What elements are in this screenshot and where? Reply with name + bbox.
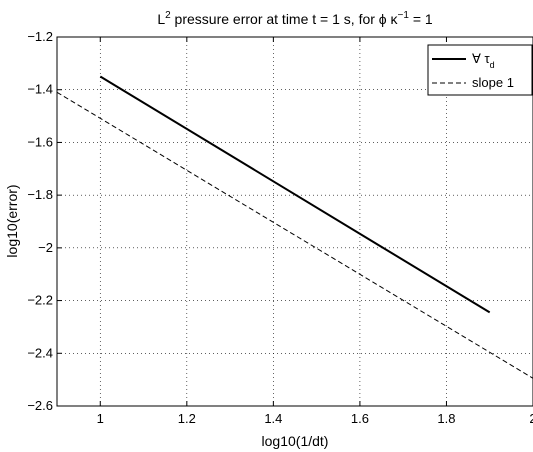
title-superscript-2: −1	[398, 10, 410, 21]
x-tick-label: 1	[97, 411, 104, 426]
chart-title: L2 pressure error at time t = 1 s, for ϕ…	[157, 10, 433, 27]
y-tick-label: −2	[38, 240, 53, 255]
legend: ∀ τd slope 1	[427, 44, 533, 96]
title-superscript: 2	[165, 10, 171, 21]
axes	[56, 36, 533, 407]
y-tick-label: −1.2	[27, 29, 53, 44]
legend-box	[427, 44, 533, 96]
legend-subscript: d	[490, 60, 495, 70]
y-tick-label: −2.6	[27, 398, 53, 413]
y-tick-label: −2.2	[27, 293, 53, 308]
x-axis-label: log10(1/dt)	[262, 433, 329, 449]
series-layer	[56, 75, 533, 379]
x-tick-label: 1.6	[351, 411, 369, 426]
title-suffix: = 1	[409, 11, 433, 27]
y-axis-label: log10(error)	[4, 184, 20, 257]
y-tick-label: −1.8	[27, 187, 53, 202]
y-tick-label: −1.4	[27, 82, 53, 97]
title-prefix: L	[157, 11, 165, 27]
legend-label-series-1: ∀ τd	[472, 51, 495, 70]
x-tick-label: 1.4	[264, 411, 282, 426]
x-tick-label: 1.2	[178, 411, 196, 426]
x-tick-label: 1.8	[437, 411, 455, 426]
legend-label-series-2: slope 1	[472, 75, 514, 90]
series-line-1	[99, 75, 491, 314]
grid	[57, 37, 533, 406]
series-line-2	[56, 91, 533, 379]
y-tick-label: −1.6	[27, 134, 53, 149]
tick-labels: 1 1.2 1.4 1.6 1.8 2 −1.2 −1.4 −1.6 −1.8 −2 −2.2 −2.4…	[27, 29, 533, 426]
title-middle: pressure error at time t = 1 s, for ϕ κ	[171, 11, 399, 27]
legend-symbol: ∀ τ	[472, 51, 491, 66]
x-tick-label: 2	[529, 411, 533, 426]
y-tick-label: −2.4	[27, 345, 53, 360]
axes-frame	[56, 36, 533, 407]
